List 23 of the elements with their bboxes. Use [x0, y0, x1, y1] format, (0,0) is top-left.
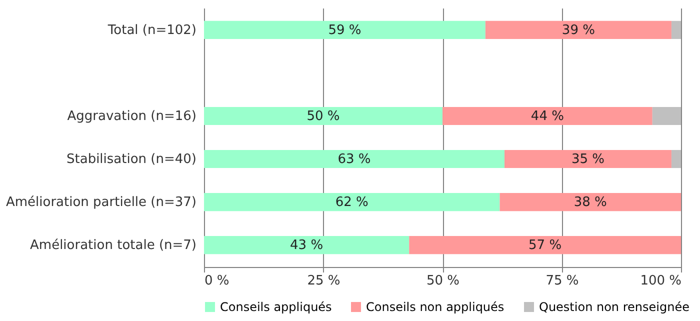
- data-label: 57 %: [528, 238, 562, 254]
- data-label: 35 %: [571, 152, 604, 168]
- legend-label: Conseils appliqués: [220, 300, 332, 314]
- data-label: 62 %: [335, 195, 368, 210]
- y-tick-label: Amélioration partielle (n=37): [6, 195, 196, 210]
- legend-label: Question non renseignée: [539, 300, 690, 314]
- x-tick-label: 50 %: [426, 274, 460, 288]
- y-tick-label: Aggravation (n=16): [67, 108, 196, 124]
- y-tick-label: Stabilisation (n=40): [66, 152, 196, 168]
- data-label: 59 %: [328, 22, 362, 38]
- data-label: 39 %: [562, 22, 595, 38]
- data-label: 50 %: [306, 108, 340, 124]
- legend-label: Conseils non appliqués: [366, 300, 504, 314]
- data-label: 38 %: [574, 195, 607, 210]
- y-tick-label: Amélioration totale (n=7): [30, 238, 196, 254]
- y-tick-label: Total (n=102): [106, 22, 196, 38]
- data-label: 43 %: [290, 238, 324, 254]
- x-tick-label: 25 %: [307, 274, 340, 288]
- data-label: 63 %: [338, 152, 371, 168]
- data-label: 44 %: [530, 108, 564, 124]
- x-tick-label: 75 %: [546, 274, 579, 288]
- x-tick-label: 100 %: [640, 274, 682, 288]
- x-tick-label: 0 %: [204, 274, 230, 288]
